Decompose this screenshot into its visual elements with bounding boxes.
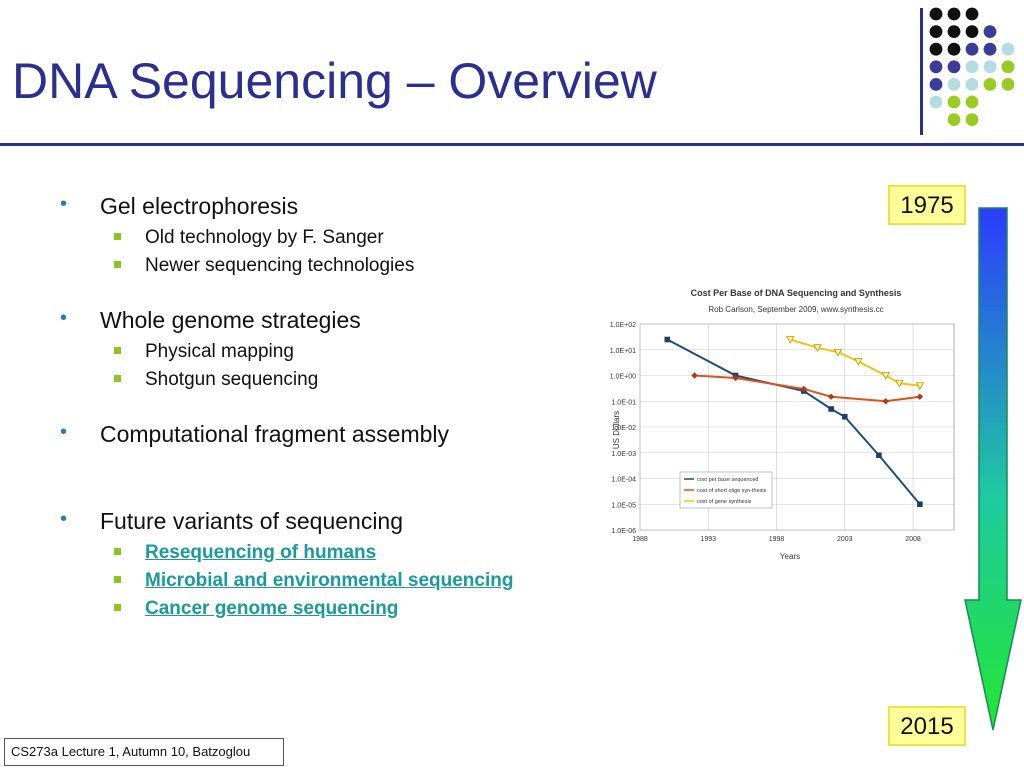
decor-dot [983,60,997,74]
data-point [915,382,925,391]
timeline-arrow [964,207,1022,731]
bullet-label: Whole genome strategies [100,307,361,333]
chart-subtitle: Rob Carlson, September 2009, www.synthes… [708,305,883,314]
y-tick-label: 1.0E-05 [611,502,636,509]
series-line [694,374,921,403]
decor-dot [947,60,961,74]
decor-dot [965,7,979,21]
legend-label: cost of gene synthesis [697,499,752,505]
sub-bullet-marker [114,261,121,268]
x-tick-label: 2008 [905,536,921,543]
decor-dot [947,95,961,109]
decor-dot [929,25,943,38]
decor-dot [983,42,997,56]
decor-dot [929,7,943,21]
decor-dot [947,7,961,21]
x-tick-label: 1993 [700,536,716,543]
decor-dot [983,78,997,91]
decor-dot [929,60,943,74]
data-point [917,501,923,508]
data-point [800,385,808,393]
year-tag-end: 2015 [888,706,966,746]
decor-dot [929,42,943,56]
sub-bullet-label: Newer sequencing technologies [145,255,415,276]
decor-dot [983,25,997,38]
decor-dot [965,42,979,56]
bullet-label: Gel electrophoresis [100,193,299,219]
decor-dot [947,25,961,38]
sub-bullet-marker [114,375,121,382]
data-point [691,372,698,379]
decor-dot [965,95,979,109]
bullet-marker: • [60,508,68,530]
y-tick-label: 1.0E+01 [610,348,636,355]
decor-dot [965,25,979,38]
sub-bullet-label: Physical mapping [145,341,294,362]
data-point [882,398,889,405]
y-tick-label: 1.0E-01 [611,399,636,406]
sub-bullet-marker [114,576,121,583]
y-tick-label: 1.0E+00 [610,374,636,381]
decor-vertical-rule [920,8,923,135]
legend-label: cost of short oligo syn-thesis [697,488,767,494]
data-point [827,393,835,400]
decor-dot [947,78,961,91]
x-tick-label: 1988 [632,536,648,543]
data-point [881,372,890,380]
data-point [813,344,822,353]
data-point [876,452,882,459]
y-tick-label: 1.0E-03 [611,451,636,458]
data-point [895,379,904,388]
decor-dot [929,78,943,91]
data-point [828,406,834,412]
bullet-marker: • [60,421,68,443]
footer-caption: CS273a Lecture 1, Autumn 10, Batzoglou [4,738,284,766]
data-point [664,336,671,343]
decor-dot [965,78,979,91]
decor-dot [947,42,961,56]
sub-bullet-link[interactable]: Resequencing of humans [145,542,377,563]
legend-label: cost per base sequenced [697,477,758,483]
chart-xlabel: Years [780,552,800,561]
sub-bullet-label: Old technology by F. Sanger [145,227,384,248]
x-tick-label: 2003 [837,536,853,543]
title-underline [0,143,1024,146]
cost-per-base-chart: Cost Per Base of DNA Sequencing and Synt… [610,288,955,561]
decor-dot [929,95,943,109]
y-tick-label: 1.0E-02 [611,425,636,432]
sub-bullet-label: Shotgun sequencing [145,369,319,390]
chart-title: Cost Per Base of DNA Sequencing and Synt… [691,288,902,298]
data-point [833,348,843,357]
x-tick-label: 1998 [769,536,785,543]
bullet-marker: • [60,193,68,215]
sub-bullet-marker [114,604,121,611]
decor-dot [1001,42,1015,56]
data-point [854,358,863,366]
y-tick-label: 1.0E-06 [611,528,636,535]
bullet-label: Computational fragment assembly [100,421,449,447]
sub-bullet-marker [114,233,121,240]
sub-bullet-link[interactable]: Microbial and environmental sequencing [145,570,514,591]
slide-title: DNA Sequencing – Overview [12,53,657,109]
y-tick-label: 1.0E-04 [611,477,636,484]
data-point [786,336,795,344]
decor-dot [965,60,979,74]
bullet-marker: • [60,307,68,329]
bullet-label: Future variants of sequencing [100,508,404,534]
year-tag-start: 1975 [888,185,966,225]
y-tick-label: 1.0E+02 [610,322,636,329]
chart-ylabel: US Dollars [612,411,621,449]
sub-bullet-link[interactable]: Cancer genome sequencing [145,598,399,619]
decor-dot [947,113,961,126]
decor-dot [965,113,979,126]
data-point [841,413,848,420]
chart-legend [679,471,773,509]
decor-dot [1001,60,1015,74]
sub-bullet-marker [114,548,121,555]
sub-bullet-marker [114,347,121,354]
decor-dot [1001,78,1015,91]
